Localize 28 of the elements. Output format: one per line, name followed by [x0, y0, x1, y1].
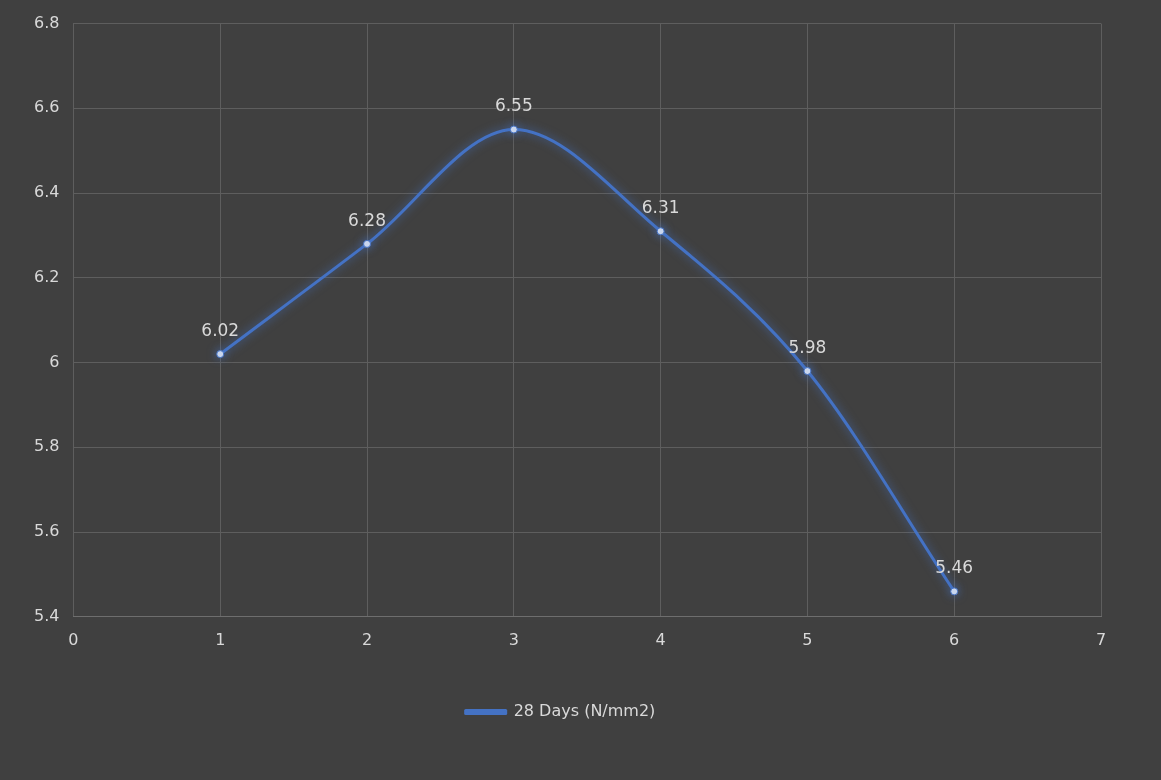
- legend-label: 28 Days (N/mm2): [513, 701, 656, 721]
- data-label: 6.55: [494, 95, 533, 116]
- point: [950, 587, 959, 596]
- point: [803, 367, 812, 376]
- x-tick-label: 7: [1095, 629, 1107, 649]
- x-tick-label: 2: [361, 629, 373, 649]
- x-tick-label: 5: [802, 629, 813, 649]
- point: [656, 227, 665, 236]
- x-tick-label: 4: [655, 629, 666, 649]
- y-tick-label: 6.6: [33, 97, 60, 117]
- y-tick-label: 6: [49, 351, 60, 371]
- y-tick-label: 5.4: [33, 605, 60, 625]
- y-tick-label: 5.6: [33, 521, 60, 541]
- x-tick-label: 0: [68, 629, 79, 649]
- point: [216, 350, 225, 359]
- point: [509, 125, 518, 134]
- data-label: 6.02: [201, 320, 240, 341]
- x-tick-label: 1: [215, 629, 226, 649]
- y-tick-label: 5.8: [33, 436, 60, 456]
- x-tick-label: 6: [949, 629, 960, 649]
- point: [363, 239, 372, 248]
- y-tick-label: 6.2: [33, 266, 60, 286]
- data-label: 5.98: [788, 336, 827, 357]
- y-tick-label: 6.8: [33, 12, 60, 32]
- data-label: 6.28: [348, 209, 386, 230]
- x-tick-label: 3: [508, 629, 519, 649]
- data-label: 6.31: [641, 197, 680, 218]
- y-tick-label: 6.4: [33, 182, 60, 202]
